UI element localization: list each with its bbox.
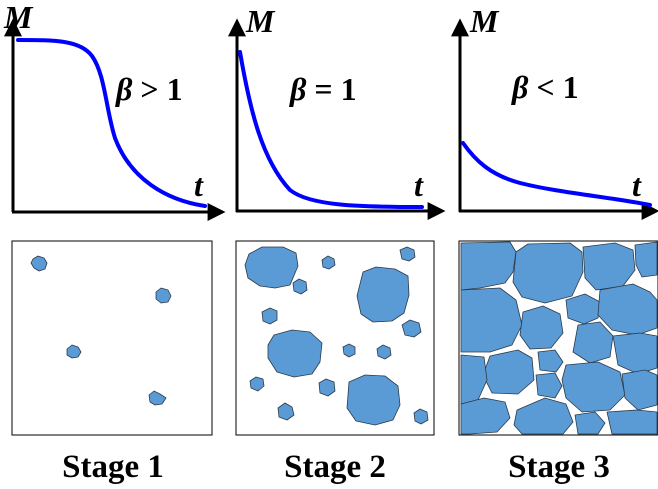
grain bbox=[318, 378, 336, 397]
grain bbox=[277, 402, 295, 421]
grain bbox=[535, 372, 563, 399]
grain bbox=[574, 411, 606, 435]
grain bbox=[342, 343, 356, 358]
grain bbox=[413, 408, 429, 425]
grain bbox=[582, 242, 636, 291]
grain bbox=[292, 278, 308, 295]
grain bbox=[321, 255, 336, 270]
y-axis-label: M bbox=[469, 3, 500, 39]
grain bbox=[261, 307, 278, 325]
stage-label-2: Stage 2 bbox=[284, 449, 386, 485]
grains-stage-2 bbox=[244, 246, 429, 426]
grain bbox=[66, 344, 82, 359]
grains-stage-3 bbox=[460, 241, 658, 435]
grain bbox=[606, 409, 658, 435]
grain bbox=[244, 246, 299, 289]
beta-condition-label: β = 1 bbox=[289, 71, 357, 107]
grain bbox=[512, 242, 584, 304]
plot-panel-2: M t β = 1 bbox=[228, 3, 446, 220]
grain bbox=[565, 293, 601, 325]
grain bbox=[155, 287, 172, 304]
plot-panel-1: M t β > 1 bbox=[3, 0, 226, 221]
grain bbox=[346, 374, 401, 426]
x-axis-label: t bbox=[414, 167, 424, 203]
grain bbox=[519, 305, 564, 350]
grain bbox=[561, 361, 626, 413]
x-axis-label: t bbox=[194, 167, 204, 203]
plot-panel-3: M t β < 1 bbox=[451, 3, 658, 220]
grain bbox=[537, 349, 564, 373]
grain bbox=[249, 376, 265, 392]
beta-symbol: β bbox=[289, 71, 307, 107]
beta-relation: < 1 bbox=[528, 69, 578, 105]
x-axis-label: t bbox=[632, 167, 642, 203]
y-axis-label: M bbox=[245, 3, 276, 39]
beta-condition-label: β < 1 bbox=[511, 69, 579, 105]
decay-curve bbox=[16, 38, 207, 208]
grains-stage-1 bbox=[30, 255, 172, 406]
grain bbox=[460, 287, 523, 353]
beta-symbol: β bbox=[115, 71, 133, 107]
decay-curve bbox=[461, 141, 652, 207]
beta-symbol: β bbox=[511, 69, 529, 105]
grain bbox=[572, 321, 614, 364]
grain bbox=[30, 255, 48, 272]
grain bbox=[399, 246, 416, 262]
grain bbox=[621, 369, 658, 411]
grain bbox=[148, 390, 167, 406]
grain bbox=[401, 319, 422, 338]
grain bbox=[356, 266, 410, 323]
grain bbox=[460, 354, 488, 405]
microstructure-box-1 bbox=[11, 240, 213, 436]
grain bbox=[513, 397, 574, 435]
grain bbox=[597, 283, 658, 336]
grain bbox=[634, 241, 658, 278]
beta-condition-label: β > 1 bbox=[115, 71, 183, 107]
stage-label-3: Stage 3 bbox=[508, 449, 610, 485]
stage-label-1: Stage 1 bbox=[62, 449, 164, 485]
beta-relation: > 1 bbox=[132, 71, 182, 107]
grain bbox=[376, 344, 392, 360]
grain bbox=[460, 397, 511, 435]
decay-curve bbox=[238, 50, 424, 209]
grain bbox=[267, 329, 323, 378]
grain bbox=[612, 332, 658, 375]
beta-relation: = 1 bbox=[306, 71, 356, 107]
y-axis-label: M bbox=[3, 0, 34, 35]
